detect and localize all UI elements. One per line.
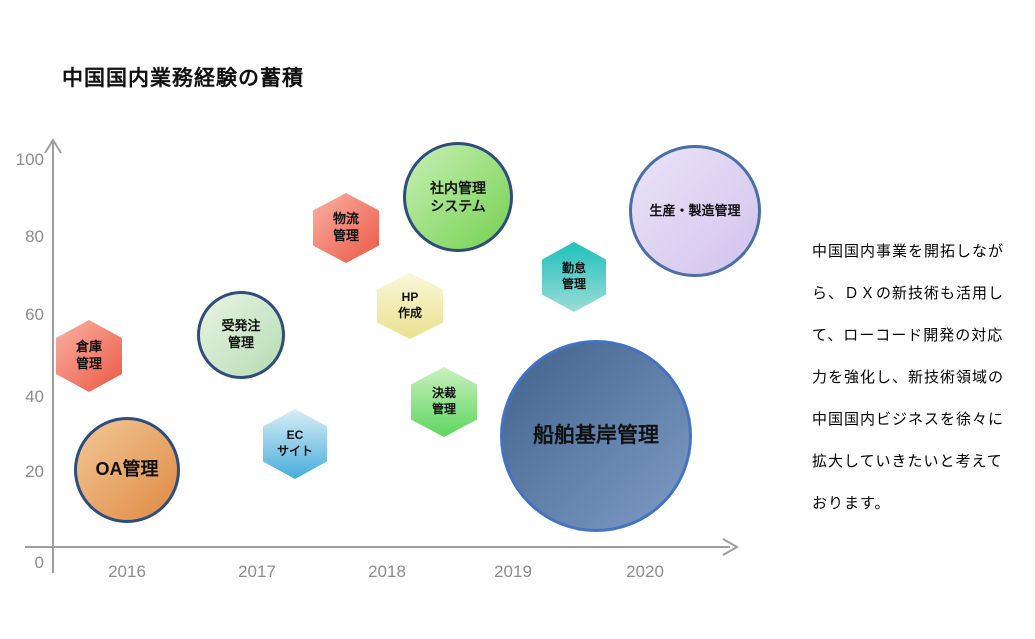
chart-title: 中国国内業務経験の蓄積: [62, 67, 304, 90]
y-tick-label: 40: [25, 387, 44, 406]
bubble-approval-management: 決裁 管理: [411, 367, 477, 437]
bubble-label: 受発注 管理: [221, 318, 261, 350]
x-tick-label: 2016: [108, 562, 146, 581]
x-tick-label: 2017: [238, 562, 276, 581]
bubble-hp-creation: HP 作成: [377, 273, 443, 339]
x-tick-label: 2018: [368, 562, 406, 581]
bubble-logistics-management: 物流 管理: [313, 193, 379, 263]
bubble-order-management: 受発注 管理: [197, 291, 285, 379]
x-axis-arrow-icon: [722, 538, 740, 556]
x-tick-label: 2020: [626, 562, 664, 581]
y-axis-arrow-icon: [44, 138, 62, 154]
bubble-label: OA管理: [95, 459, 159, 480]
bubble-label: 社内管理 システム: [430, 179, 486, 214]
y-tick-label: 80: [25, 227, 44, 246]
bubble-label: 勤怠 管理: [561, 261, 586, 291]
bubble-warehouse-management: 倉庫 管理: [56, 320, 122, 392]
bubble-ship-berth-management: 船舶基岸管理: [500, 340, 692, 532]
bubble-label: 船舶基岸管理: [533, 424, 659, 448]
y-tick-label: 0: [34, 553, 44, 572]
bubble-oa-management: OA管理: [74, 417, 180, 523]
bubble-attendance-management: 勤怠 管理: [542, 242, 606, 312]
bubble-label: EC サイト: [276, 428, 313, 458]
y-tick-label: 100: [15, 150, 44, 169]
description-paragraph: 中国国内事業を開拓しなが ら、ＤＸの新技術も活用し て、ローコード開発の対応 力…: [812, 243, 1005, 512]
y-tick-label: 20: [25, 462, 44, 481]
bubble-label: HP 作成: [397, 290, 422, 320]
bubble-internal-management-system: 社内管理 システム: [403, 142, 513, 252]
bubble-label: 決裁 管理: [431, 386, 456, 416]
bubble-label: 物流 管理: [332, 211, 359, 243]
bubble-production-manufacturing-management: 生産・製造管理: [629, 145, 761, 277]
x-tick-label: 2019: [494, 562, 532, 581]
bubble-ec-site: EC サイト: [263, 409, 327, 479]
bubble-label: 倉庫 管理: [75, 339, 102, 371]
bubble-label: 生産・製造管理: [649, 202, 741, 218]
y-tick-label: 60: [25, 305, 44, 324]
